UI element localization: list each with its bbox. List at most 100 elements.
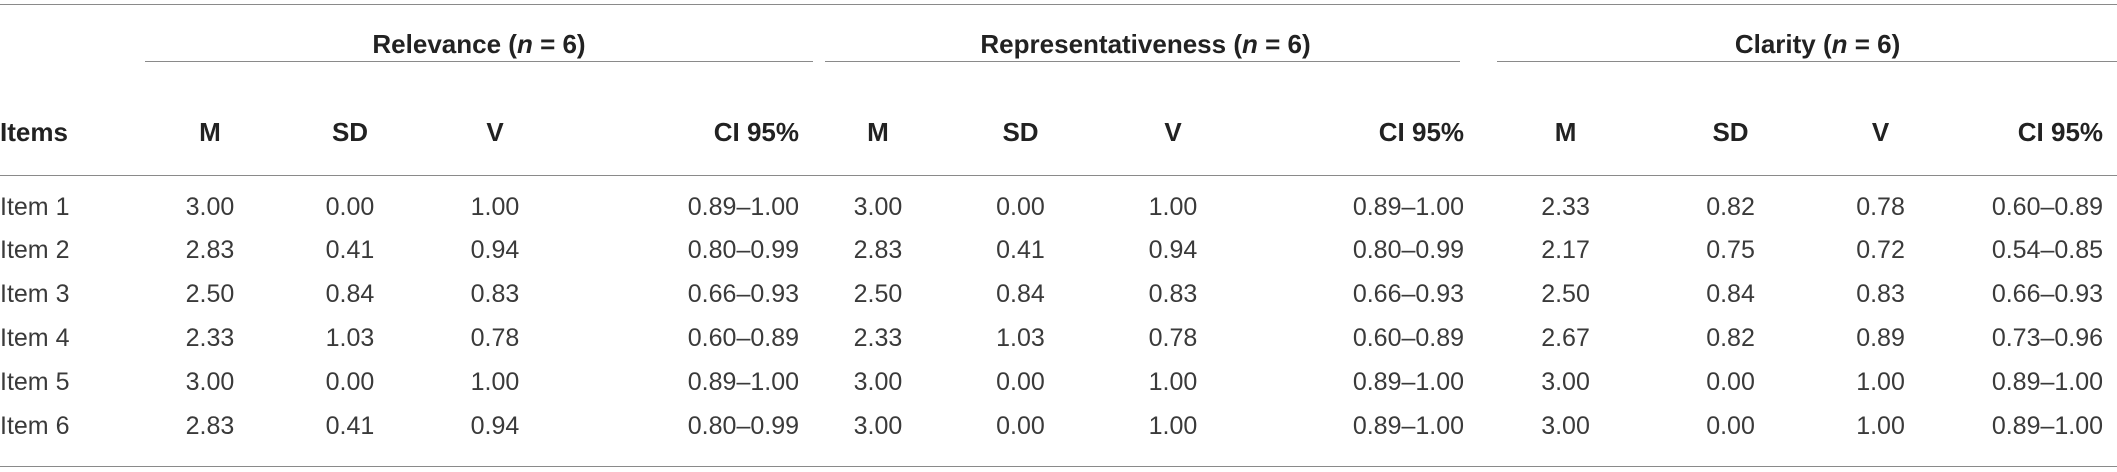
group-header-relevance: Relevance (n = 6) [372,28,586,59]
column-header-relevance-m: M [145,88,275,176]
relevance-sd: 1.03 [325,323,375,352]
relevance-ci: 0.80–0.99 [687,235,799,264]
clarity-v: 0.72 [1856,235,1905,264]
clarity-ci: 0.54–0.85 [1991,235,2104,264]
representativeness-v: 1.00 [1148,192,1198,221]
representativeness-v: 0.83 [1148,279,1198,308]
representativeness-sd: 0.00 [996,411,1045,440]
representativeness-v: 0.94 [1148,235,1198,264]
representativeness-sd: 0.00 [996,367,1045,396]
clarity-ci: 0.66–0.93 [1991,279,2104,308]
item-label: Item 3 [0,279,70,308]
clarity-v: 0.83 [1856,279,1905,308]
clarity-m: 2.50 [1541,279,1590,308]
relevance-v: 1.00 [470,192,520,221]
representativeness-m: 2.33 [853,323,903,352]
representativeness-v: 0.78 [1148,323,1198,352]
column-header-row: Items M SD V CI 95% M SD V CI 95% M SD V… [0,88,2117,176]
clarity-ci: 0.60–0.89 [1991,192,2104,221]
relevance-ci: 0.80–0.99 [687,411,799,440]
column-header-representativeness-ci: CI 95% [1248,88,1479,176]
relevance-v: 1.00 [470,367,520,396]
clarity-group-rule [1497,61,2117,62]
column-header-clarity-ci: CI 95% [1953,88,2117,176]
clarity-ci: 0.89–1.00 [1991,367,2104,396]
representativeness-v: 1.00 [1148,367,1198,396]
relevance-m: 3.00 [185,367,235,396]
relevance-m: 2.50 [185,279,235,308]
representativeness-ci: 0.80–0.99 [1352,235,1465,264]
relevance-v: 0.78 [470,323,520,352]
group-header-clarity: Clarity (n = 6) [1734,28,1901,59]
representativeness-m: 2.50 [853,279,903,308]
clarity-m: 3.00 [1541,411,1590,440]
representativeness-ci: 0.66–0.93 [1352,279,1465,308]
column-header-items: Items [0,88,145,176]
item-label: Item 1 [0,192,70,221]
relevance-group-rule [145,61,813,62]
clarity-v: 0.78 [1856,192,1905,221]
item-label: Item 6 [0,411,70,440]
relevance-ci: 0.66–0.93 [687,279,799,308]
representativeness-v: 1.00 [1148,411,1198,440]
column-header-clarity-m: M [1478,88,1654,176]
relevance-sd: 0.41 [325,235,375,264]
clarity-ci: 0.89–1.00 [1991,411,2104,440]
clarity-sd: 0.75 [1706,235,1755,264]
clarity-v: 1.00 [1856,411,1905,440]
relevance-sd: 0.41 [325,411,375,440]
item-label: Item 4 [0,323,70,352]
clarity-m: 2.17 [1541,235,1590,264]
relevance-v: 0.83 [470,279,520,308]
relevance-ci: 0.60–0.89 [687,323,799,352]
column-header-clarity-sd: SD [1653,88,1809,176]
relevance-sd: 0.00 [325,367,375,396]
item-label: Item 5 [0,367,70,396]
representativeness-sd: 0.00 [996,192,1045,221]
relevance-m: 3.00 [185,192,235,221]
relevance-v: 0.94 [470,235,520,264]
relevance-m: 2.83 [185,235,235,264]
relevance-m: 2.33 [185,323,235,352]
table-row: Item 1 3.00 0.00 1.00 0.89–1.00 3.00 0.0… [0,176,2117,228]
table-row: Item 4 2.33 1.03 0.78 0.60–0.89 2.33 1.0… [0,316,2117,360]
representativeness-m: 3.00 [853,367,903,396]
column-header-relevance-ci: CI 95% [565,88,813,176]
table-row: Item 5 3.00 0.00 1.00 0.89–1.00 3.00 0.0… [0,360,2117,404]
clarity-v: 0.89 [1856,323,1905,352]
clarity-m: 2.67 [1541,323,1590,352]
table-row: Item 2 2.83 0.41 0.94 0.80–0.99 2.83 0.4… [0,228,2117,272]
representativeness-m: 2.83 [853,235,903,264]
column-header-clarity-v: V [1808,88,1954,176]
group-header-representativeness: Representativeness (n = 6) [980,28,1311,59]
clarity-sd: 0.82 [1706,323,1755,352]
clarity-sd: 0.82 [1706,192,1755,221]
representativeness-sd: 1.03 [996,323,1045,352]
table-top-rule [0,4,2117,5]
representativeness-ci: 0.89–1.00 [1352,367,1465,396]
clarity-sd: 0.84 [1706,279,1755,308]
column-header-representativeness-v: V [1098,88,1248,176]
clarity-sd: 0.00 [1706,367,1755,396]
representativeness-ci: 0.89–1.00 [1352,411,1465,440]
clarity-ci: 0.73–0.96 [1991,323,2104,352]
relevance-m: 2.83 [185,411,235,440]
representativeness-m: 3.00 [853,411,903,440]
representativeness-m: 3.00 [853,192,903,221]
table-bottom-rule [0,466,2117,467]
representativeness-ci: 0.89–1.00 [1352,192,1465,221]
column-header-representativeness-m: M [813,88,943,176]
relevance-sd: 0.00 [325,192,375,221]
item-label: Item 2 [0,235,70,264]
column-header-representativeness-sd: SD [943,88,1098,176]
content-validity-table: Relevance (n = 6) Representativeness (n … [0,4,2117,448]
representativeness-sd: 0.84 [996,279,1045,308]
table-row: Item 3 2.50 0.84 0.83 0.66–0.93 2.50 0.8… [0,272,2117,316]
representativeness-group-rule [825,61,1460,62]
group-header-row: Relevance (n = 6) Representativeness (n … [0,4,2117,88]
relevance-v: 0.94 [470,411,520,440]
relevance-ci: 0.89–1.00 [687,192,799,221]
clarity-v: 1.00 [1856,367,1905,396]
column-header-relevance-v: V [425,88,565,176]
